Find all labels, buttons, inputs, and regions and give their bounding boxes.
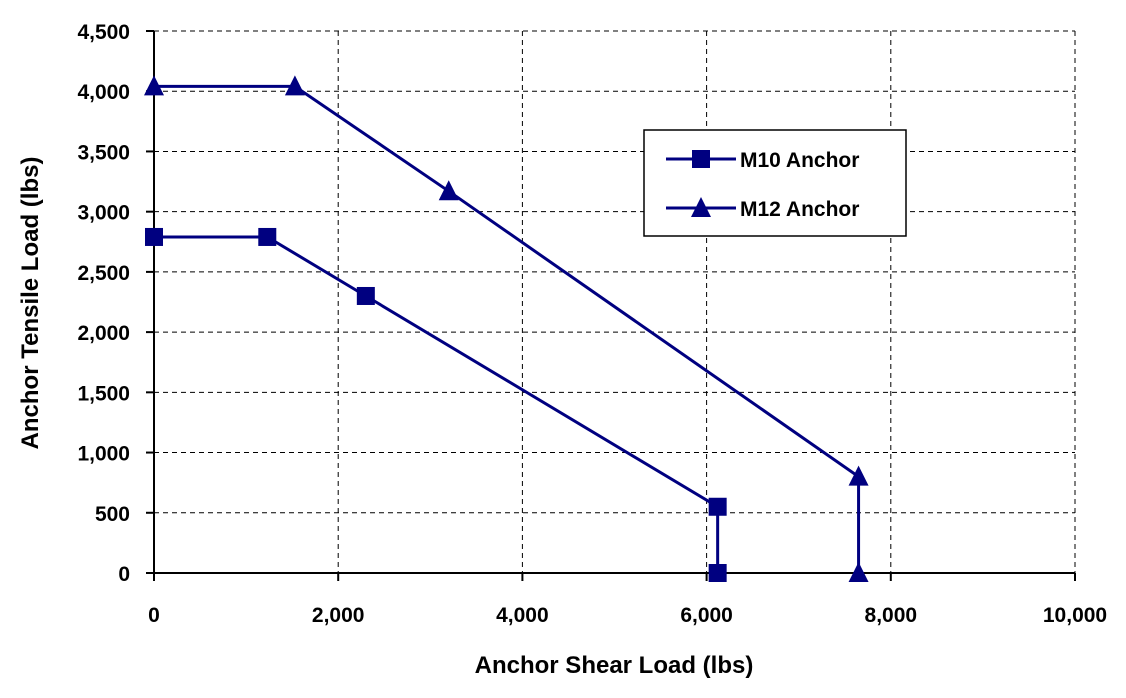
x-tick-label: 10,000 — [1043, 604, 1107, 627]
y-tick-label: 500 — [95, 503, 130, 526]
y-tick-label: 4,500 — [77, 21, 130, 44]
y-tick-label: 3,500 — [77, 141, 130, 164]
tick-labels: 0 2,000 4,000 6,000 8,000 10,000 0 500 1,000 1,50… — [77, 21, 1107, 627]
legend-label-m10: M10 Anchor — [740, 149, 859, 172]
y-tick-label: 1,500 — [77, 382, 130, 405]
data-point-m12-anchor-3 — [848, 465, 869, 486]
x-tick-label: 0 — [148, 604, 160, 627]
x-tick-label: 2,000 — [312, 604, 365, 627]
legend: M10 Anchor M12 Anchor — [643, 129, 907, 237]
legend-box — [643, 129, 907, 237]
x-tick-label: 8,000 — [865, 604, 918, 627]
y-tick-label: 2,500 — [77, 262, 130, 285]
data-point-m12-anchor-4 — [848, 562, 869, 582]
series-m10-anchor — [145, 227, 727, 582]
x-axis-title: Anchor Shear Load (lbs) — [475, 652, 754, 679]
series-m12-anchor — [144, 75, 869, 582]
y-tick-label: 0 — [118, 563, 130, 586]
grid — [154, 30, 1076, 573]
legend-marker-triangle — [691, 197, 711, 217]
data-point-m12-anchor-2 — [438, 180, 459, 201]
data-point-m10-anchor-0 — [145, 227, 163, 246]
legend-label-m12: M12 Anchor — [740, 198, 859, 221]
data-point-m10-anchor-2 — [356, 286, 375, 305]
y-axis-title: Anchor Tensile Load (lbs) — [17, 157, 44, 450]
x-tick-label: 4,000 — [496, 604, 549, 627]
data-point-m10-anchor-1 — [258, 227, 277, 246]
legend-marker-square — [692, 150, 710, 168]
data-point-m12-anchor-0 — [144, 75, 164, 96]
series-layer — [144, 75, 869, 582]
data-point-m12-anchor-1 — [284, 75, 305, 96]
y-tick-label: 1,000 — [77, 443, 130, 466]
y-tick-label: 4,000 — [77, 81, 130, 104]
data-point-m10-anchor-4 — [708, 564, 727, 582]
y-tick-label: 2,000 — [77, 322, 130, 345]
y-tick-label: 3,000 — [77, 202, 130, 225]
axes — [146, 30, 1076, 581]
x-tick-label: 6,000 — [680, 604, 733, 627]
data-point-m10-anchor-3 — [708, 497, 727, 516]
